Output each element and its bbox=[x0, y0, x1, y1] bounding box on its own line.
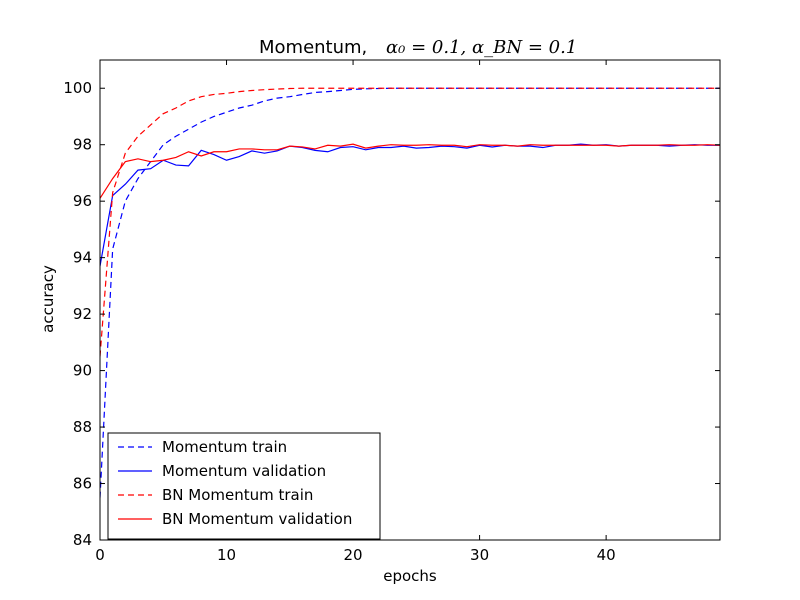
legend-label-2: Momentum validation bbox=[162, 462, 326, 480]
y-tick-label: 100 bbox=[63, 79, 92, 97]
chart-title: Momentum, α₀ = 0.1, α_BN = 0.1 bbox=[259, 37, 577, 58]
y-tick-label: 96 bbox=[73, 192, 92, 210]
legend-label-3: BN Momentum train bbox=[162, 486, 313, 504]
y-tick-label: 86 bbox=[73, 475, 92, 493]
legend-box bbox=[107, 432, 381, 540]
y-tick-label: 98 bbox=[73, 136, 92, 154]
series-line-4 bbox=[100, 143, 720, 199]
x-tick-label: 0 bbox=[95, 546, 105, 564]
legend: Momentum train Momentum validation BN Mome… bbox=[107, 432, 381, 540]
chart-title-text: Momentum, bbox=[259, 37, 367, 58]
x-tick-label: 30 bbox=[470, 546, 489, 564]
y-tick-label: 88 bbox=[73, 418, 92, 436]
legend-label-1: Momentum train bbox=[162, 438, 287, 456]
y-tick-label: 90 bbox=[73, 362, 92, 380]
y-tick-label: 92 bbox=[73, 305, 92, 323]
y-tick-label: 84 bbox=[73, 531, 92, 549]
legend-label-4: BN Momentum validation bbox=[162, 510, 352, 528]
ticks-group: 0 10 20 30 40 84 86 88 90 92 94 96 98 100 bbox=[63, 59, 721, 564]
y-axis-label: accuracy bbox=[39, 265, 57, 333]
series-group bbox=[100, 87, 720, 498]
axes-frame bbox=[99, 59, 721, 541]
chart-title-math: α₀ = 0.1, α_BN = 0.1 bbox=[386, 37, 577, 58]
y-tick-label: 94 bbox=[73, 249, 92, 267]
series-line-3 bbox=[100, 87, 720, 357]
x-tick-label: 20 bbox=[344, 546, 363, 564]
x-axis-label: epochs bbox=[383, 567, 437, 585]
x-tick-label: 10 bbox=[217, 546, 236, 564]
x-tick-label: 40 bbox=[597, 546, 616, 564]
